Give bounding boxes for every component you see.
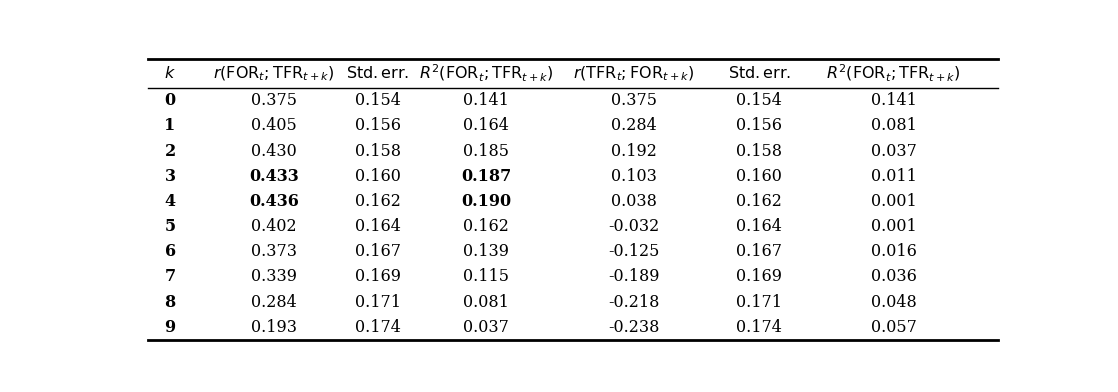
Text: -0.125: -0.125 bbox=[608, 243, 660, 260]
Text: 0.162: 0.162 bbox=[463, 218, 510, 235]
Text: 5: 5 bbox=[164, 218, 176, 235]
Text: 0.057: 0.057 bbox=[871, 319, 917, 336]
Text: -0.218: -0.218 bbox=[608, 294, 660, 310]
Text: 0.193: 0.193 bbox=[252, 319, 297, 336]
Text: 0.169: 0.169 bbox=[356, 269, 401, 285]
Text: 0.141: 0.141 bbox=[871, 92, 917, 109]
Text: 0.001: 0.001 bbox=[871, 193, 917, 210]
Text: $r(\mathrm{FOR}_t;\mathrm{TFR}_{t+k})$: $r(\mathrm{FOR}_t;\mathrm{TFR}_{t+k})$ bbox=[214, 64, 334, 83]
Text: 0.167: 0.167 bbox=[356, 243, 401, 260]
Text: 0.164: 0.164 bbox=[737, 218, 783, 235]
Text: 0.037: 0.037 bbox=[463, 319, 510, 336]
Text: 0.016: 0.016 bbox=[871, 243, 917, 260]
Text: 0.192: 0.192 bbox=[610, 143, 656, 160]
Text: 0.141: 0.141 bbox=[463, 92, 510, 109]
Text: 0.375: 0.375 bbox=[610, 92, 656, 109]
Text: 2: 2 bbox=[164, 143, 176, 160]
Text: 0.339: 0.339 bbox=[252, 269, 297, 285]
Text: 0.402: 0.402 bbox=[252, 218, 297, 235]
Text: $R^2(\mathrm{FOR}_t;\mathrm{TFR}_{t+k})$: $R^2(\mathrm{FOR}_t;\mathrm{TFR}_{t+k})$ bbox=[419, 63, 553, 84]
Text: 0.156: 0.156 bbox=[737, 117, 783, 134]
Text: 0.037: 0.037 bbox=[871, 143, 917, 160]
Text: 0.164: 0.164 bbox=[356, 218, 401, 235]
Text: 0.436: 0.436 bbox=[249, 193, 299, 210]
Text: 4: 4 bbox=[164, 193, 176, 210]
Text: 0.174: 0.174 bbox=[737, 319, 783, 336]
Text: 6: 6 bbox=[164, 243, 176, 260]
Text: 0.375: 0.375 bbox=[252, 92, 297, 109]
Text: 0.139: 0.139 bbox=[463, 243, 510, 260]
Text: 0.154: 0.154 bbox=[356, 92, 401, 109]
Text: 3: 3 bbox=[164, 168, 176, 185]
Text: 9: 9 bbox=[164, 319, 176, 336]
Text: -0.032: -0.032 bbox=[608, 218, 660, 235]
Text: $\mathrm{Std.err.}$: $\mathrm{Std.err.}$ bbox=[347, 65, 409, 82]
Text: 0.162: 0.162 bbox=[356, 193, 401, 210]
Text: 0.115: 0.115 bbox=[463, 269, 510, 285]
Text: -0.238: -0.238 bbox=[608, 319, 660, 336]
Text: $R^2(\mathrm{FOR}_t;\mathrm{TFR}_{t+k})$: $R^2(\mathrm{FOR}_t;\mathrm{TFR}_{t+k})$ bbox=[826, 63, 961, 84]
Text: 0.164: 0.164 bbox=[463, 117, 510, 134]
Text: 0.174: 0.174 bbox=[356, 319, 401, 336]
Text: 0.011: 0.011 bbox=[871, 168, 917, 185]
Text: $k$: $k$ bbox=[164, 65, 176, 82]
Text: $\mathrm{Std.err.}$: $\mathrm{Std.err.}$ bbox=[728, 65, 790, 82]
Text: 0.169: 0.169 bbox=[737, 269, 783, 285]
Text: 0.154: 0.154 bbox=[737, 92, 783, 109]
Text: 0.187: 0.187 bbox=[462, 168, 511, 185]
Text: 0.081: 0.081 bbox=[463, 294, 510, 310]
Text: 0.038: 0.038 bbox=[610, 193, 656, 210]
Text: -0.189: -0.189 bbox=[608, 269, 660, 285]
Text: $r(\mathrm{TFR}_t;\mathrm{FOR}_{t+k})$: $r(\mathrm{TFR}_t;\mathrm{FOR}_{t+k})$ bbox=[572, 64, 694, 83]
Text: 0.373: 0.373 bbox=[252, 243, 297, 260]
Text: 0.167: 0.167 bbox=[737, 243, 783, 260]
Text: 0.081: 0.081 bbox=[871, 117, 917, 134]
Text: 0.001: 0.001 bbox=[871, 218, 917, 235]
Text: 0.171: 0.171 bbox=[737, 294, 783, 310]
Text: 0.171: 0.171 bbox=[356, 294, 401, 310]
Text: 0.103: 0.103 bbox=[610, 168, 656, 185]
Text: 0.284: 0.284 bbox=[610, 117, 656, 134]
Text: 0.190: 0.190 bbox=[462, 193, 511, 210]
Text: 8: 8 bbox=[164, 294, 176, 310]
Text: 0.430: 0.430 bbox=[252, 143, 297, 160]
Text: 7: 7 bbox=[164, 269, 176, 285]
Text: 0.036: 0.036 bbox=[871, 269, 917, 285]
Text: 0.158: 0.158 bbox=[356, 143, 401, 160]
Text: 0.160: 0.160 bbox=[737, 168, 783, 185]
Text: 0.158: 0.158 bbox=[737, 143, 783, 160]
Text: 0.405: 0.405 bbox=[252, 117, 297, 134]
Text: 1: 1 bbox=[164, 117, 176, 134]
Text: 0.160: 0.160 bbox=[356, 168, 401, 185]
Text: 0.433: 0.433 bbox=[249, 168, 299, 185]
Text: 0.284: 0.284 bbox=[252, 294, 297, 310]
Text: 0.185: 0.185 bbox=[463, 143, 510, 160]
Text: 0.048: 0.048 bbox=[871, 294, 917, 310]
Text: 0.156: 0.156 bbox=[356, 117, 401, 134]
Text: 0: 0 bbox=[164, 92, 176, 109]
Text: 0.162: 0.162 bbox=[737, 193, 783, 210]
